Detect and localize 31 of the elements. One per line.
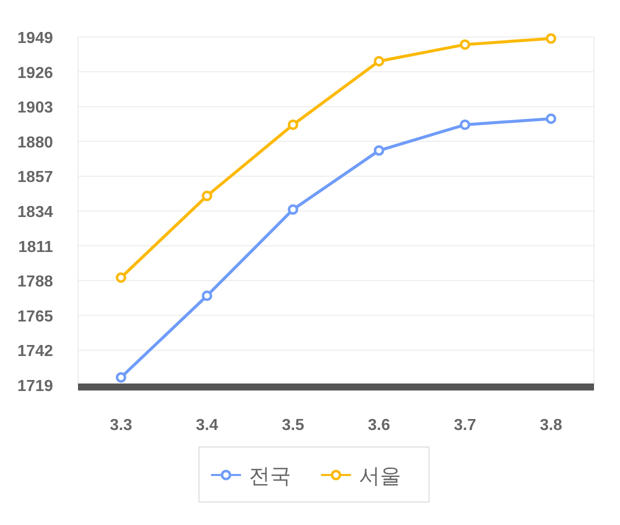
x-tick-label: 3.7 [454, 417, 476, 434]
x-tick-label: 3.6 [368, 417, 390, 434]
y-tick-label: 1765 [17, 308, 54, 326]
y-tick-label: 1788 [17, 274, 54, 291]
y-tick-label: 1926 [17, 64, 54, 82]
y-tick-label: 1949 [17, 30, 54, 47]
y-tick-label: 1719 [17, 378, 54, 395]
x-tick-label: 3.5 [282, 417, 304, 434]
x-tick-label: 3.4 [196, 417, 218, 434]
y-tick-label: 1742 [17, 343, 54, 360]
point [202, 290, 212, 301]
point [460, 120, 470, 130]
point [374, 56, 384, 66]
x-tick-label: 3.8 [540, 417, 562, 434]
legend-label: 전국 [249, 465, 291, 488]
y-tick-label: 1811 [18, 238, 54, 256]
point [460, 39, 470, 50]
point [288, 120, 298, 130]
point [116, 372, 126, 383]
point [374, 145, 384, 156]
point [202, 190, 212, 202]
point [546, 113, 556, 124]
y-tick-label: 1880 [17, 134, 54, 152]
point [546, 33, 556, 44]
y-tick-label: 1903 [17, 100, 54, 117]
x-tick-label: 3.3 [110, 417, 132, 434]
legend-label: 서울 [359, 465, 401, 488]
point [288, 204, 298, 215]
y-tick-label: 1857 [17, 169, 54, 186]
point [116, 272, 126, 283]
y-tick-label: 1834 [17, 204, 54, 221]
